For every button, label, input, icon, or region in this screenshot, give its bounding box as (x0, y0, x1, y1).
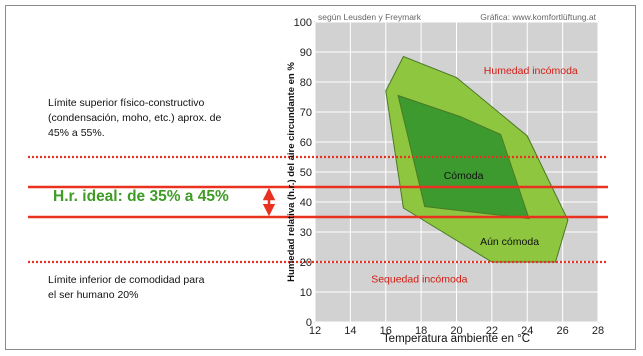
x-tick-label: 12 (309, 325, 321, 337)
x-tick-label: 28 (592, 325, 604, 337)
x-tick-label: 16 (380, 325, 392, 337)
y-tick-label: 10 (300, 287, 312, 299)
region-label: Cómoda (444, 170, 484, 182)
reference-lines (28, 155, 608, 264)
y-tick-label: 0 (306, 317, 312, 329)
y-tick-label: 20 (300, 257, 312, 269)
lower-limit-note: Límite inferior de comodidad para el ser… (48, 274, 205, 301)
region-label: Sequedad incómoda (371, 274, 467, 286)
x-tick-label: 26 (557, 325, 569, 337)
x-tick-label: 18 (415, 325, 427, 337)
y-tick-label: 30 (300, 227, 312, 239)
y-tick-label: 40 (300, 197, 312, 209)
y-axis-ticks: 0 10 20 30 40 50 60 70 80 90 100 (294, 17, 312, 329)
grid-lines (314, 21, 599, 323)
upper-limit-note: Límite superior físico-constructivo (con… (48, 97, 222, 139)
y-tick-label: 70 (300, 107, 312, 119)
x-axis-label: Temperatura ambiente en °C (383, 333, 530, 345)
y-tick-label: 80 (300, 77, 312, 89)
x-tick-label: 22 (486, 325, 498, 337)
y-tick-label: 100 (294, 17, 312, 29)
x-tick-label: 24 (521, 325, 533, 337)
region-label: Humedad incómoda (484, 65, 578, 77)
y-tick-label: 60 (300, 137, 312, 149)
region-labels: Humedad incómoda Cómoda Aún cómoda Sequedad… (371, 65, 578, 286)
source-credit-right: Gráfica: www.komfortlüftung.at (480, 12, 596, 22)
ideal-humidity-label: H.r. ideal: de 35% a 45% (53, 188, 229, 205)
y-tick-label: 90 (300, 47, 312, 59)
source-credit-left: según Leusden y Freymark (318, 12, 422, 22)
x-tick-label: 20 (450, 325, 462, 337)
x-tick-label: 14 (344, 325, 356, 337)
x-axis-ticks: 12 14 16 18 20 22 24 26 28 (309, 325, 604, 337)
region-label: Aún cómoda (480, 236, 539, 248)
y-tick-label: 50 (300, 167, 312, 179)
y-axis-label: Humedad relativa (h.r.) del aire circund… (286, 62, 297, 282)
